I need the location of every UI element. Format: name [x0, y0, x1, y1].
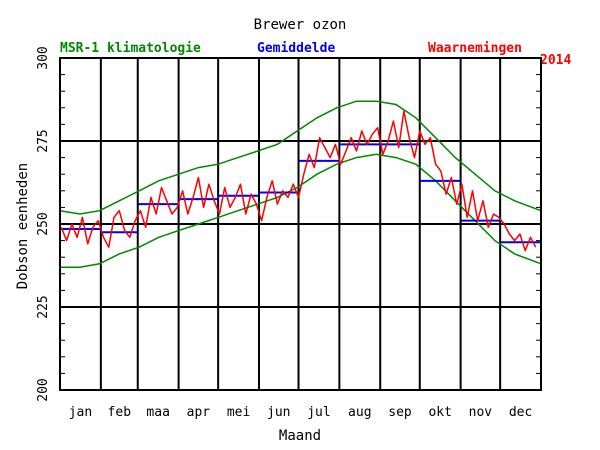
- chart-title: Brewer ozon: [254, 17, 347, 33]
- x-tick-label: jun: [267, 405, 290, 420]
- y-tick-label: 300: [36, 46, 51, 69]
- x-tick-label: mei: [227, 405, 250, 420]
- y-tick-label: 225: [36, 295, 51, 318]
- x-tick-label: maa: [146, 405, 169, 420]
- x-tick-label: dec: [509, 405, 532, 420]
- x-tick-label: okt: [428, 405, 451, 420]
- x-axis-label: Maand: [279, 428, 321, 444]
- y-tick-label: 200: [36, 378, 51, 401]
- grid: [60, 58, 541, 390]
- legend-climatology: MSR-1 klimatologie: [60, 41, 201, 56]
- x-tick-label: sep: [388, 405, 412, 420]
- y-tick-label: 275: [36, 129, 51, 152]
- x-tick-label: feb: [108, 405, 132, 420]
- x-tick-label: apr: [187, 405, 211, 420]
- plot-frame: [59, 57, 542, 391]
- legend-mean: Gemiddelde: [257, 41, 335, 56]
- y-tick-labels: 200 225 250 275 300: [36, 46, 51, 401]
- series: [59, 100, 542, 268]
- legend-observations: Waarnemingen: [428, 41, 522, 56]
- x-tick-label: jan: [69, 405, 92, 420]
- observations-line: [60, 110, 537, 252]
- y-axis-label: Dobson eenheden: [15, 163, 31, 289]
- x-tick-label: nov: [469, 405, 493, 420]
- climatology-upper-line: [59, 100, 542, 215]
- x-tick-labels: jan feb maa apr mei jun jul aug sep okt nov dec: [69, 405, 533, 420]
- chart-year: 2014: [540, 53, 571, 68]
- x-tick-label: aug: [348, 405, 371, 420]
- y-tick-label: 250: [36, 212, 51, 235]
- x-tick-label: jul: [307, 405, 330, 420]
